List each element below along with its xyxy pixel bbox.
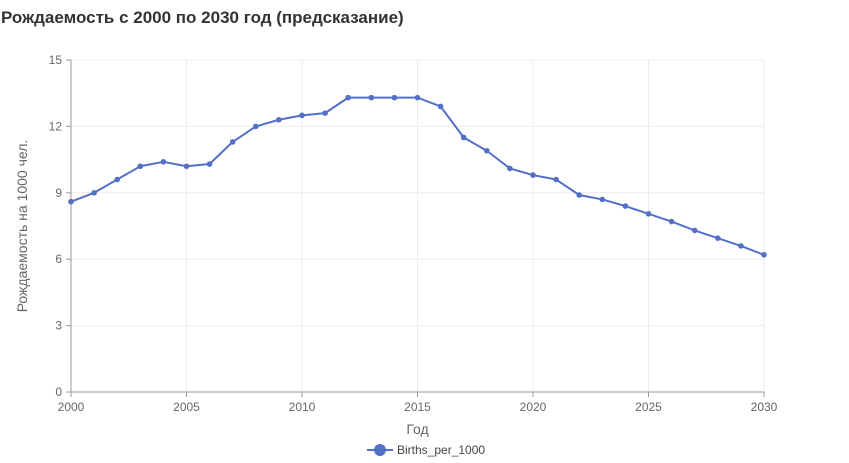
- data-point[interactable]: [345, 94, 352, 101]
- x-tick-label: 2020: [520, 400, 547, 414]
- data-point[interactable]: [645, 211, 652, 217]
- data-point[interactable]: [114, 176, 120, 183]
- data-point[interactable]: [668, 218, 675, 225]
- x-tick-label: 2025: [635, 400, 662, 414]
- data-point[interactable]: [276, 116, 282, 123]
- data-point[interactable]: [253, 123, 259, 130]
- series-births: [68, 94, 767, 258]
- y-axis-ticks: 0 3 6 9 12 15: [49, 53, 71, 399]
- data-point[interactable]: [460, 134, 467, 141]
- chart-title: Рождаемость с 2000 по 2030 год (предсказ…: [1, 8, 404, 27]
- data-point[interactable]: [322, 110, 328, 116]
- data-point[interactable]: [761, 251, 767, 258]
- x-tick-label: 2000: [58, 400, 85, 414]
- data-point[interactable]: [299, 112, 305, 119]
- data-point[interactable]: [691, 227, 698, 234]
- data-point[interactable]: [91, 190, 97, 196]
- data-point[interactable]: [576, 192, 582, 198]
- data-point[interactable]: [437, 103, 444, 110]
- data-point[interactable]: [738, 243, 744, 249]
- data-point[interactable]: [507, 165, 513, 172]
- data-point[interactable]: [137, 163, 144, 170]
- x-tick-label: 2015: [404, 400, 431, 414]
- grid: [70, 59, 765, 393]
- data-point[interactable]: [715, 235, 721, 241]
- y-tick-label: 6: [55, 252, 62, 266]
- y-tick-label: 9: [55, 186, 62, 200]
- data-point[interactable]: [229, 139, 236, 145]
- data-point[interactable]: [160, 159, 167, 165]
- y-tick-label: 3: [55, 319, 62, 333]
- x-axis-title: Год: [406, 421, 428, 437]
- data-point[interactable]: [68, 198, 74, 205]
- y-tick-label: 12: [49, 119, 63, 133]
- y-tick-label: 0: [55, 385, 62, 399]
- data-point[interactable]: [391, 94, 398, 101]
- data-point[interactable]: [183, 163, 190, 170]
- data-point[interactable]: [553, 176, 559, 183]
- data-point[interactable]: [414, 94, 421, 101]
- y-axis-title: Рождаемость на 1000 чел.: [14, 140, 30, 313]
- legend-label: Births_per_1000: [397, 443, 485, 457]
- data-point[interactable]: [484, 147, 490, 154]
- legend-swatch-marker: [374, 444, 386, 456]
- data-point[interactable]: [368, 94, 375, 101]
- y-tick-label: 15: [49, 53, 63, 67]
- x-tick-label: 2005: [173, 400, 200, 414]
- x-tick-label: 2030: [751, 400, 778, 414]
- x-axis-ticks: 2000 2005 2010 2015 2020 2025 2030: [58, 392, 778, 414]
- data-point[interactable]: [622, 203, 629, 209]
- legend[interactable]: Births_per_1000: [367, 443, 485, 457]
- data-point[interactable]: [206, 161, 213, 167]
- x-tick-label: 2010: [289, 400, 316, 414]
- data-point[interactable]: [530, 172, 536, 178]
- data-point[interactable]: [599, 196, 606, 203]
